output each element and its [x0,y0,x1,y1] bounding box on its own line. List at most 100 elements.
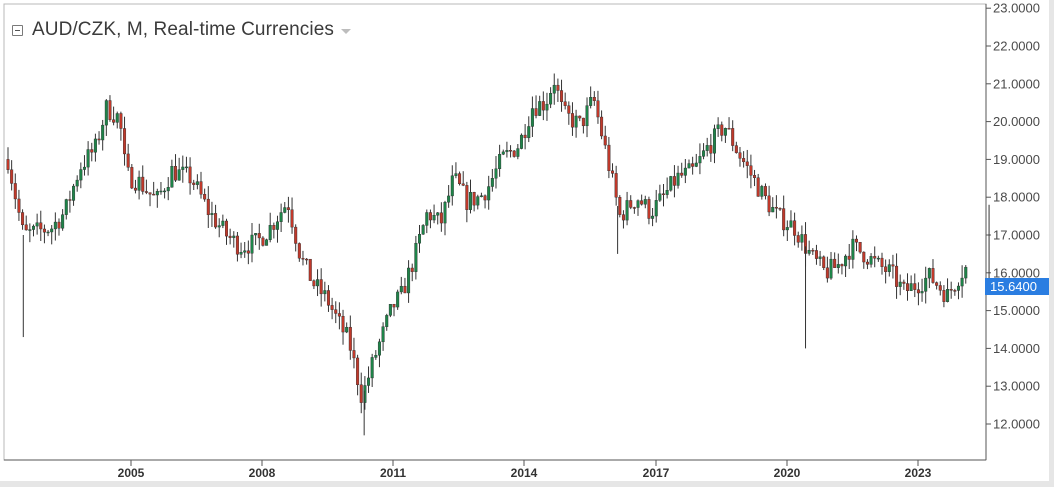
candle-up [46,231,50,234]
candle-up [589,97,593,106]
candle-down [199,181,203,195]
candle-down [224,220,228,237]
y-tick-label: 19.0000 [993,152,1040,167]
candle-up [385,315,389,327]
candle-up [530,108,534,127]
candle-up [876,257,880,260]
candle-down [603,135,607,146]
candle-down [942,290,946,302]
y-tick-label: 14.0000 [993,341,1040,356]
candle-up [195,181,199,185]
y-axis: 12.0000 13.0000 14.0000 15.0000 16.0000 17.00… [986,1,1040,432]
candle-up [381,326,385,343]
candle-down [119,113,123,129]
candle-down [895,265,899,287]
candle-down [326,290,330,306]
candle-up [712,128,716,154]
candle-down [290,209,294,228]
candle-up [425,212,429,226]
candle-down [458,173,462,185]
candle-up [447,195,451,203]
candle-up [479,195,483,197]
candle-down [214,213,218,228]
candle-down [618,197,622,215]
candle-up [64,199,68,215]
chart-legend[interactable]: AUD/CZK, M, Real-time Currencies [8,17,355,43]
candle-up [254,233,258,236]
candle-up [771,207,775,213]
candle-down [246,250,250,254]
candle-down [483,195,487,201]
candle-down [855,238,859,243]
candle-up [643,199,647,205]
candle-up [527,126,531,139]
candle-down [17,198,21,213]
candle-down [556,84,560,91]
candle-up [265,239,269,246]
candle-up [170,166,174,188]
candle-up [487,186,491,201]
candle-down [130,167,134,189]
candle-down [913,283,917,290]
candle-down [749,165,753,176]
candle-down [334,309,338,314]
candle-down [621,214,625,221]
candle-up [407,267,411,294]
candle-up [898,281,902,287]
candle-up [723,128,727,136]
dropdown-caret-icon[interactable] [340,28,351,34]
candle-down [720,124,724,136]
candle-up [516,148,520,157]
candle-down [152,193,156,196]
candle-down [123,128,127,155]
candle-up [210,213,214,216]
candle-up [927,268,931,279]
candle-down [596,100,600,118]
candle-up [377,341,381,356]
candle-up [370,357,374,379]
candle-up [552,84,556,94]
legend-title: AUD/CZK, M, Real-time Currencies [32,19,334,40]
candle-down [938,285,942,291]
candle-up [920,291,924,294]
candle-up [243,250,247,253]
y-tick-label: 20.0000 [993,114,1040,129]
candle-up [538,101,542,116]
candle-down [774,207,778,209]
candle-up [418,234,422,244]
candle-up [545,103,549,111]
candle-up [669,176,673,191]
candle-down [709,145,713,154]
candle-down [614,173,618,198]
collapse-icon[interactable] [12,24,23,36]
y-tick-label: 22.0000 [993,39,1040,54]
y-tick-label: 18.0000 [993,190,1040,205]
candle-up [159,190,163,193]
candle-down [847,255,851,260]
candle-up [72,185,76,201]
candle-down [144,191,148,193]
candle-up [250,234,254,254]
candle-down [90,149,94,153]
candle-up [316,279,320,287]
candle-down [647,199,651,219]
candle-down [534,108,538,116]
candle-up [698,156,702,164]
candle-up [450,175,454,197]
candle-down [261,237,265,246]
candle-down [42,228,46,233]
candle-down [141,176,145,192]
candle-up [549,93,553,105]
candle-up [115,113,119,123]
candle-up [399,285,403,293]
candle-up [683,167,687,176]
candle-up [283,207,287,213]
candle-up [760,186,764,197]
y-tick-label: 13.0000 [993,379,1040,394]
candle-down [840,264,844,267]
candle-up [498,154,502,170]
candle-up [844,255,848,267]
candle-down [611,170,615,174]
candle-down [935,282,939,286]
